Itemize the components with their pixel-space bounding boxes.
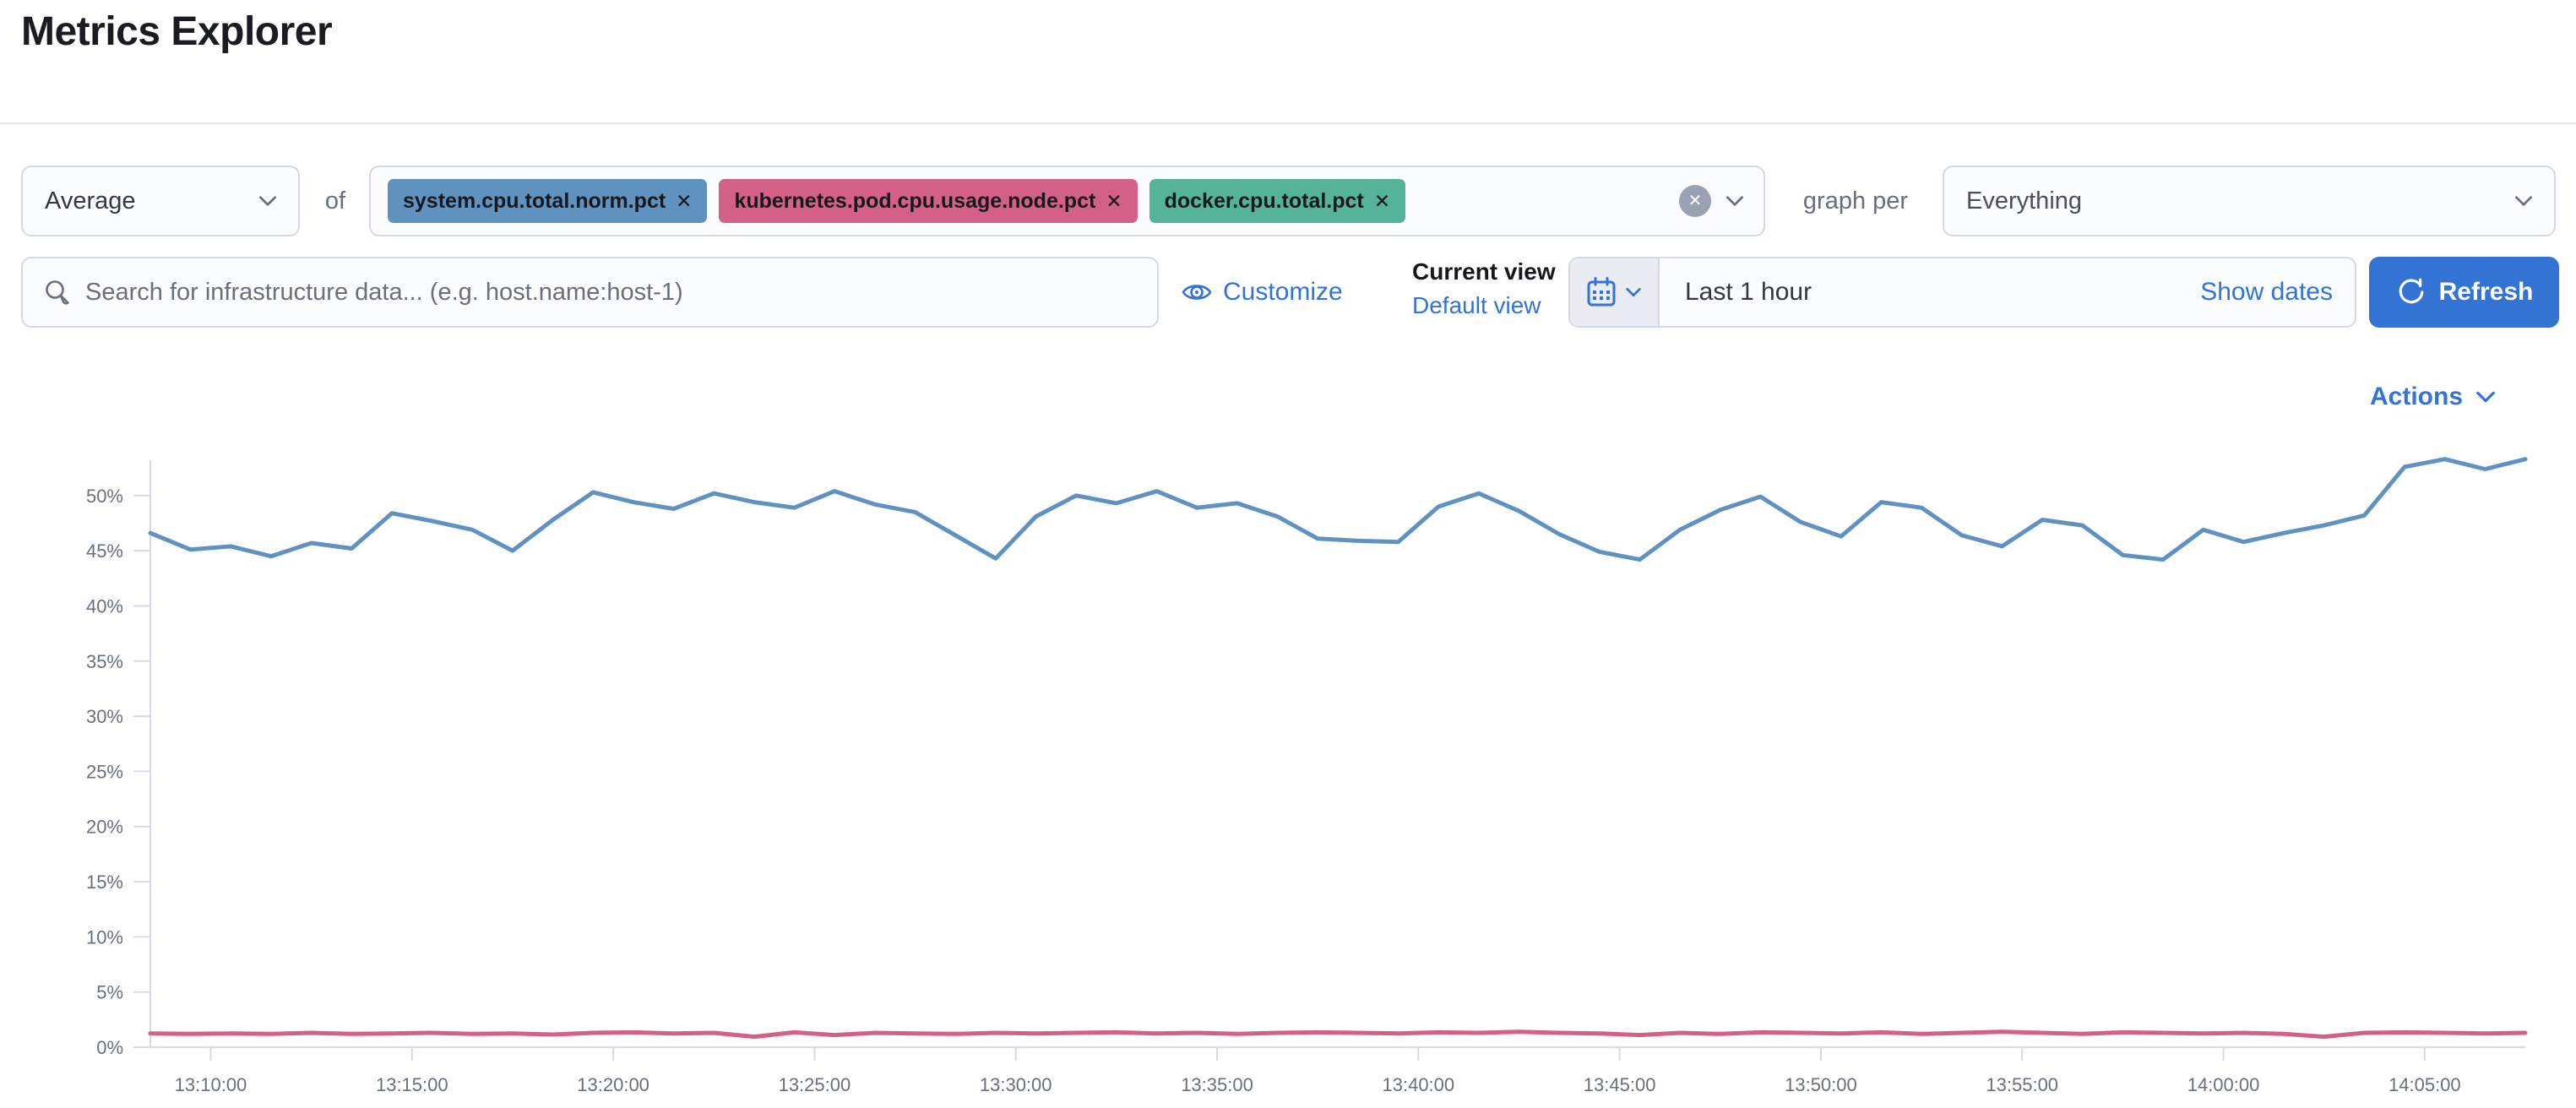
y-tick-label: 35%	[86, 651, 123, 672]
x-tick-label: 14:00:00	[2187, 1074, 2260, 1095]
y-tick-label: 20%	[86, 817, 123, 838]
metric-pill[interactable]: kubernetes.pod.cpu.usage.node.pct ✕	[719, 179, 1138, 223]
y-tick-label: 15%	[86, 872, 123, 893]
customize-label: Customize	[1223, 278, 1343, 306]
x-tick-label: 13:55:00	[1986, 1074, 2058, 1095]
series-line-system.cpu.total.norm.pct	[148, 457, 2528, 562]
aggregation-value: Average	[45, 187, 136, 215]
graph-per-value: Everything	[1966, 187, 2083, 215]
x-tick-label: 13:45:00	[1584, 1074, 1656, 1095]
time-range-value[interactable]: Last 1 hour	[1685, 278, 1812, 306]
default-view-link[interactable]: Default view	[1412, 292, 1541, 318]
series-line-kubernetes.pod.cpu.usage.node.pct	[148, 1029, 2528, 1040]
y-tick-label: 0%	[96, 1037, 123, 1058]
metrics-chart[interactable]: 0% 5% 10% 15% 20% 25% 30% 35% 40% 45% 50% 13:10:00 1…	[0, 439, 2576, 1108]
y-tick-label: 30%	[86, 706, 123, 727]
metrics-combobox[interactable]: system.cpu.total.norm.pct ✕ kubernetes.pod…	[369, 166, 1765, 236]
x-tick-label: 13:30:00	[980, 1074, 1052, 1095]
x-tick-label: 13:20:00	[577, 1074, 649, 1095]
x-tick-label: 13:50:00	[1785, 1074, 1857, 1095]
y-tick-label: 25%	[86, 761, 123, 782]
refresh-icon	[2399, 278, 2424, 304]
date-picker-menu-button[interactable]	[1570, 258, 1660, 326]
header-divider	[0, 122, 2576, 124]
metric-pill-list: system.cpu.total.norm.pct ✕ kubernetes.pod…	[388, 179, 1406, 223]
chevron-down-icon	[1626, 287, 1641, 297]
show-dates-button[interactable]: Show dates	[2200, 278, 2333, 306]
chevron-down-icon[interactable]	[1723, 189, 1747, 213]
actions-menu-button[interactable]: Actions	[2370, 378, 2498, 416]
chevron-down-icon	[2476, 391, 2495, 403]
refresh-button[interactable]: Refresh	[2369, 257, 2559, 328]
y-tick-label: 40%	[86, 595, 123, 616]
view-switch: Current view Default view	[1412, 255, 1573, 323]
of-label: of	[324, 187, 346, 215]
metric-pill[interactable]: system.cpu.total.norm.pct ✕	[388, 179, 708, 223]
remove-metric-icon[interactable]: ✕	[1373, 189, 1391, 212]
clear-all-metrics-button[interactable]: ✕	[1679, 185, 1711, 217]
x-tick-label: 13:25:00	[779, 1074, 851, 1095]
y-tick-label: 10%	[86, 926, 123, 948]
combobox-controls: ✕	[1679, 185, 1747, 217]
actions-label: Actions	[2370, 383, 2464, 410]
search-input[interactable]	[85, 278, 1137, 307]
x-tick-label: 14:05:00	[2389, 1074, 2461, 1095]
aggregation-select[interactable]: Average	[21, 166, 300, 236]
search-box	[21, 257, 1159, 328]
metric-pill-label: kubernetes.pod.cpu.usage.node.pct	[734, 188, 1096, 213]
remove-metric-icon[interactable]: ✕	[1106, 189, 1122, 212]
eye-icon	[1182, 285, 1212, 300]
y-tick-label: 45%	[86, 540, 123, 562]
search-icon	[46, 280, 69, 305]
x-tick-label: 13:40:00	[1383, 1074, 1455, 1095]
customize-button[interactable]: Customize	[1181, 257, 1343, 328]
y-tick-label: 50%	[86, 486, 123, 507]
refresh-label: Refresh	[2438, 278, 2534, 306]
y-tick-label: 5%	[96, 982, 123, 1003]
chevron-down-icon	[2514, 196, 2533, 206]
x-tick-label: 13:15:00	[376, 1074, 448, 1095]
metric-pill-label: docker.cpu.total.pct	[1164, 188, 1364, 213]
graph-per-select[interactable]: Everything	[1943, 166, 2556, 236]
page-title: Metrics Explorer	[21, 9, 333, 54]
date-picker: Last 1 hour Show dates	[1568, 257, 2356, 328]
metric-pill[interactable]: docker.cpu.total.pct ✕	[1149, 179, 1406, 223]
current-view-label: Current view	[1412, 258, 1556, 285]
graph-per-label: graph per	[1802, 187, 1909, 215]
x-tick-label: 13:10:00	[175, 1074, 247, 1095]
chevron-down-icon	[258, 196, 277, 206]
x-tick-label: 13:35:00	[1181, 1074, 1253, 1095]
metric-pill-label: system.cpu.total.norm.pct	[403, 188, 666, 213]
calendar-icon	[1587, 277, 1616, 307]
line-chart-canvas[interactable]: 0% 5% 10% 15% 20% 25% 30% 35% 40% 45% 50% 13:10:00 1…	[0, 439, 2576, 1108]
remove-metric-icon[interactable]: ✕	[676, 189, 693, 212]
